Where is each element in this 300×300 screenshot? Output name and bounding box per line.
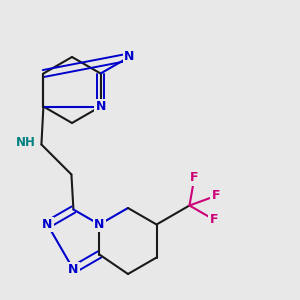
Text: N: N (95, 100, 106, 113)
Text: F: F (209, 213, 218, 226)
Text: N: N (94, 218, 105, 231)
Text: N: N (124, 50, 134, 64)
Text: F: F (190, 171, 199, 184)
Text: NH: NH (16, 136, 35, 149)
Text: N: N (68, 263, 79, 276)
Text: F: F (212, 189, 220, 203)
Text: N: N (42, 218, 52, 231)
